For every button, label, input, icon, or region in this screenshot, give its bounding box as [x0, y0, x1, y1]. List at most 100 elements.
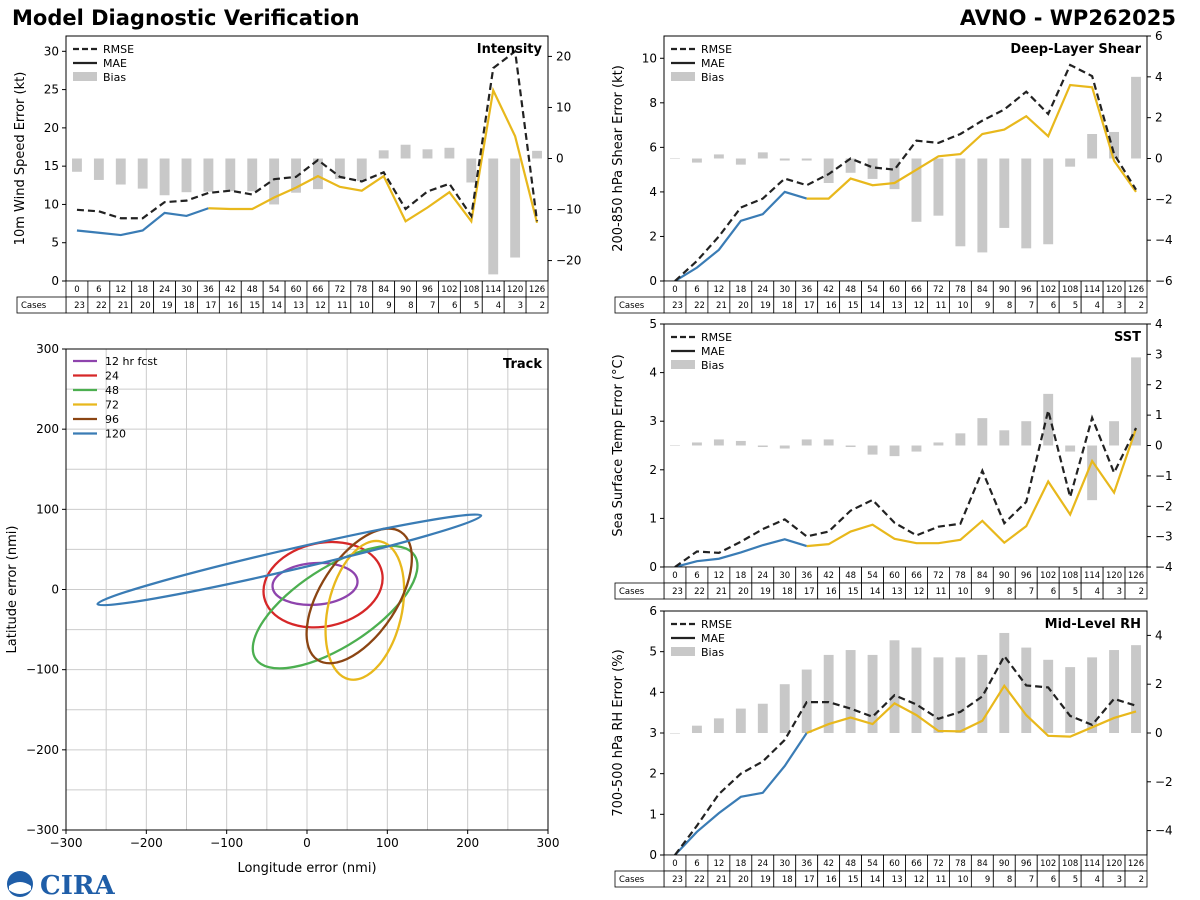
shear-cases-value: 8 [1007, 301, 1012, 311]
rh-cases-value: 21 [716, 875, 727, 885]
intensity-bias-bar [93, 158, 104, 180]
intensity-bias-bar [247, 158, 258, 192]
rh-bias-bar [691, 725, 702, 733]
intensity-y2tick-label: −10 [556, 203, 581, 217]
sst-cases-value: 21 [716, 587, 727, 597]
intensity-rmse-line [76, 49, 539, 222]
sst-legend-bias: Bias [701, 359, 724, 372]
intensity-hour-label: 90 [400, 285, 411, 295]
sst-hour-label: 0 [672, 571, 677, 581]
intensity-cases-value: 18 [184, 301, 195, 311]
rh-ytick-label: 6 [649, 604, 657, 618]
rh-hour-label: 84 [977, 859, 988, 869]
rh-bias-bar [757, 703, 768, 733]
shear-hour-label: 90 [999, 285, 1010, 295]
rh-bias-bar [911, 647, 922, 733]
shear-y2tick-label: −6 [1155, 274, 1173, 288]
sst-bias-bar [670, 445, 680, 446]
sst-cases-value: 8 [1007, 587, 1012, 597]
rh-bias-bar [889, 640, 900, 733]
shear-bias-bar [1043, 158, 1054, 245]
sst-hour-label: 66 [911, 571, 922, 581]
intensity-title: Intensity [477, 42, 543, 57]
sst-bias-bar [977, 418, 988, 446]
intensity-cases-value: 10 [359, 301, 370, 311]
sst-ytick-label: 1 [649, 511, 657, 525]
shear-y2tick-label: 6 [1155, 29, 1163, 43]
cira-logo-text: CIRA [40, 871, 115, 900]
intensity-ytick-label: 15 [44, 159, 59, 173]
shear-bias-bar [1021, 158, 1032, 249]
sst-y2tick-label: −1 [1155, 469, 1173, 483]
rh-cases-value: 7 [1029, 875, 1034, 885]
shear-y2tick-label: 4 [1155, 70, 1163, 84]
intensity-cases-value: 15 [249, 301, 260, 311]
shear-hour-label: 18 [735, 285, 746, 295]
sst-bias-bar [735, 440, 746, 446]
rh-bias-bar [713, 718, 724, 733]
sst-cases-value: 23 [672, 587, 683, 597]
shear-hour-label: 60 [889, 285, 900, 295]
rh-cases-cell [1124, 870, 1148, 888]
shear-bias-bar [889, 158, 900, 190]
rh-bias-bar [867, 654, 878, 733]
track-ellipse-48 [251, 544, 419, 670]
sst-cases-value: 2 [1139, 587, 1144, 597]
intensity-bias-bar [313, 158, 323, 190]
sst-bias-bar [999, 430, 1010, 446]
sst-hour-label: 30 [779, 571, 790, 581]
intensity-cases-value: 4 [496, 301, 501, 311]
rh-hour-label: 12 [713, 859, 724, 869]
intensity-bias-bar [488, 158, 499, 275]
intensity-hour-label: 78 [356, 285, 367, 295]
sst-hour-label: 12 [713, 571, 724, 581]
sst-bias-bar [911, 445, 922, 452]
shear-mae-line-late [806, 83, 1137, 200]
rh-hour-label: 18 [735, 859, 746, 869]
sst-y2tick-label: −3 [1155, 530, 1173, 544]
shear-cases-value: 9 [985, 301, 990, 311]
sst-ylabel: Sea Surface Temp Error (°C) [611, 354, 626, 536]
rh-y2tick-label: 4 [1155, 628, 1163, 642]
shear-ytick-label: 4 [649, 185, 657, 199]
intensity-bias-bar [137, 158, 148, 189]
shear-hour-label: 48 [845, 285, 856, 295]
rh-cases-value: 5 [1073, 875, 1078, 885]
sst-bias-bar [1109, 421, 1120, 446]
shear-hour-label: 84 [977, 285, 988, 295]
intensity-y2tick-label: −20 [556, 254, 581, 268]
intensity-hour-label: 96 [422, 285, 433, 295]
sst-cases-value: 19 [760, 587, 771, 597]
rh-cases-value: 10 [958, 875, 969, 885]
intensity-hour-label: 66 [313, 285, 324, 295]
shear-cases-value: 16 [826, 301, 837, 311]
intensity-hour-label: 102 [441, 285, 457, 295]
shear-hour-label: 66 [911, 285, 922, 295]
sst-ytick-label: 0 [649, 560, 657, 574]
sst-hour-label: 96 [1021, 571, 1032, 581]
shear-cases-value: 2 [1139, 301, 1144, 311]
sst-cases-value: 17 [804, 587, 815, 597]
shear-hour-label: 108 [1062, 285, 1078, 295]
shear-ytick-label: 0 [649, 274, 657, 288]
rh-hour-label: 36 [801, 859, 812, 869]
shear-hour-label: 72 [933, 285, 944, 295]
rh-cases-value: 17 [804, 875, 815, 885]
track-ytick-label: −300 [26, 823, 59, 837]
sst-hour-label: 42 [823, 571, 834, 581]
track-ytick-label: 300 [36, 342, 59, 356]
sst-mae-line-late [806, 428, 1138, 548]
shear-bias-bar [779, 158, 790, 161]
shear-cases-value: 13 [892, 301, 903, 311]
rh-hour-label: 90 [999, 859, 1010, 869]
intensity-cases-value: 20 [140, 301, 151, 311]
intensity-cases-value: 16 [227, 301, 238, 311]
rh-cases-value: 22 [694, 875, 705, 885]
sst-ytick-label: 3 [649, 414, 657, 428]
rh-hour-label: 0 [672, 859, 677, 869]
shear-cases-value: 23 [672, 301, 683, 311]
shear-cases-value: 11 [936, 301, 947, 311]
intensity-ylabel: 10m Wind Speed Error (kt) [13, 72, 28, 246]
intensity-cases-value: 13 [293, 301, 304, 311]
